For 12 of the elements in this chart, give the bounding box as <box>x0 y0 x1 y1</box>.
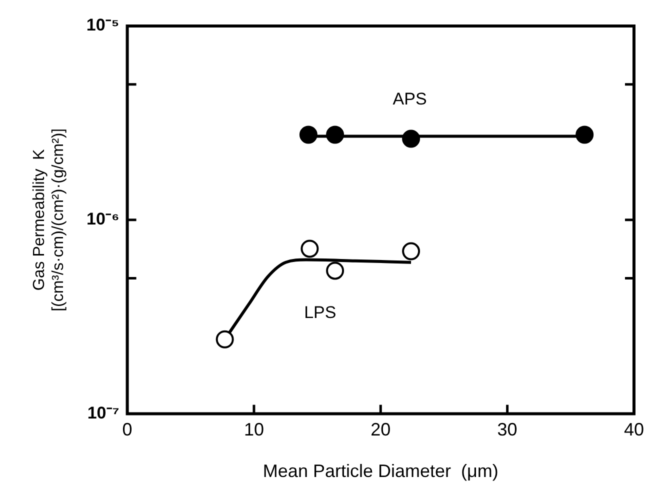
y-tick-label: 10⁻⁵ <box>86 16 120 35</box>
x-tick-label: 40 <box>624 420 644 440</box>
x-tick-label: 10 <box>244 420 264 440</box>
y-axis-title: Gas Permeability K [(cm³/s·cm)/(cm²)·(g/cm²)] <box>31 128 68 312</box>
y-tick-label: 10⁻⁷ <box>87 403 120 422</box>
x-tick-label: 30 <box>497 420 518 440</box>
x-tick-label: 20 <box>370 420 391 440</box>
x-axis-title: Mean Particle Diameter (μm) <box>262 461 498 482</box>
y-tick-label: 10⁻⁶ <box>86 210 120 229</box>
x-tick-label: 0 <box>122 420 132 440</box>
series-label: APS <box>392 89 427 108</box>
series-label: LPS <box>304 303 336 322</box>
